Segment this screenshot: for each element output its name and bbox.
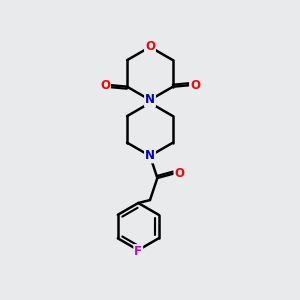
Text: O: O xyxy=(100,79,110,92)
Text: O: O xyxy=(174,167,184,180)
Text: N: N xyxy=(145,149,155,162)
Text: O: O xyxy=(145,40,155,53)
Text: F: F xyxy=(134,245,142,258)
Text: O: O xyxy=(190,79,200,92)
Text: N: N xyxy=(145,93,155,106)
